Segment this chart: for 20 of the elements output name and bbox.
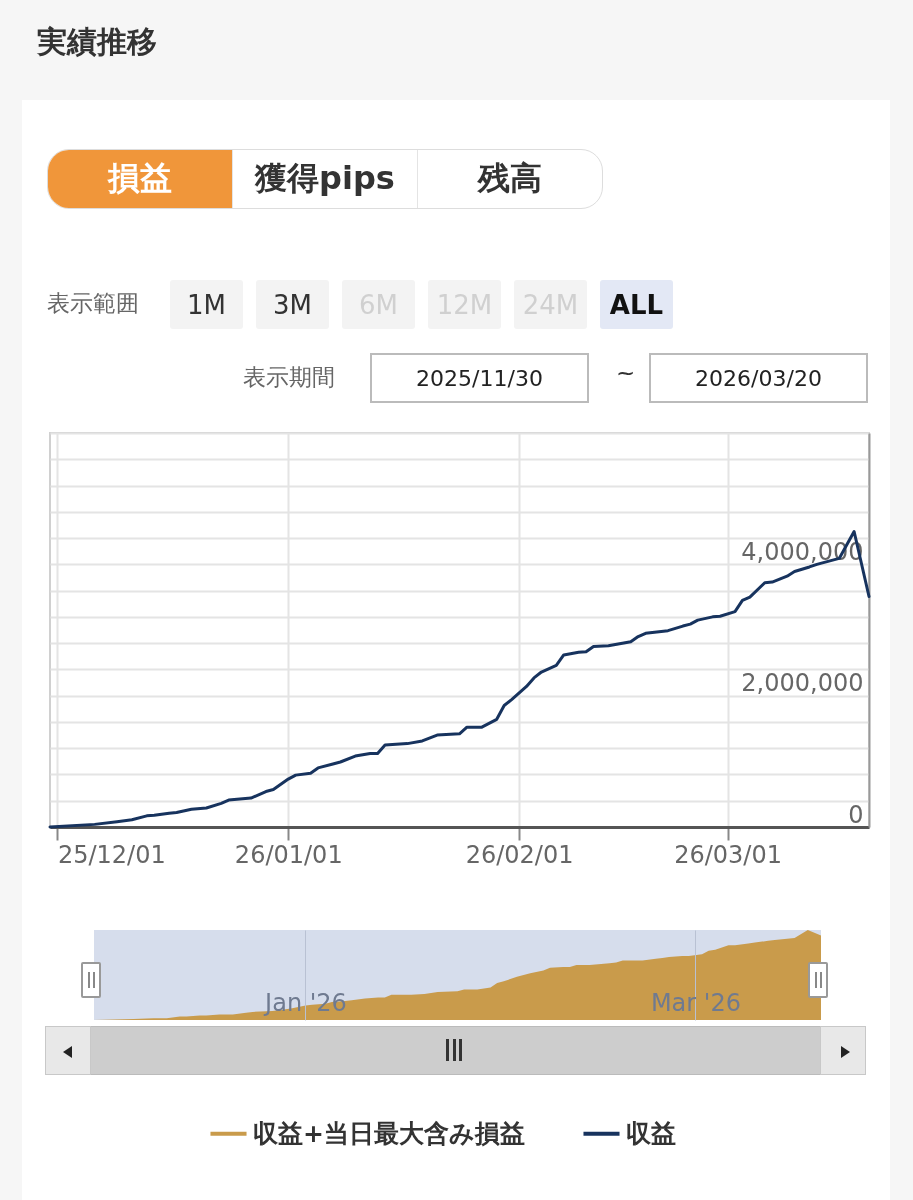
date-field: 2025/11/30: [370, 353, 589, 403]
range-button: 3M: [256, 280, 329, 329]
y-tick-label: 2,000,000: [741, 669, 864, 698]
legend-label: 収益: [626, 1118, 676, 1148]
y-tick-label: 0: [848, 800, 864, 829]
text: ~: [616, 360, 636, 386]
range-button: ALL: [600, 280, 673, 329]
text: 表示期間: [243, 363, 335, 392]
legend-label: 収益+当日最大含み損益: [253, 1118, 525, 1148]
x-tick-label: 25/12/01: [57, 840, 166, 869]
tab: 獲得pips: [232, 150, 417, 208]
x-tick-label: 26/01/01: [234, 840, 343, 869]
range-button: 1M: [170, 280, 243, 329]
text: 表示範囲: [47, 289, 139, 318]
tab: 損益: [48, 150, 232, 208]
x-tick-label: 26/03/01: [674, 840, 782, 869]
date-field: 2026/03/20: [649, 353, 868, 403]
chart-title: 実績推移: [37, 23, 157, 61]
x-tick-label: 26/02/01: [465, 840, 574, 869]
tab: 残高: [417, 150, 602, 208]
